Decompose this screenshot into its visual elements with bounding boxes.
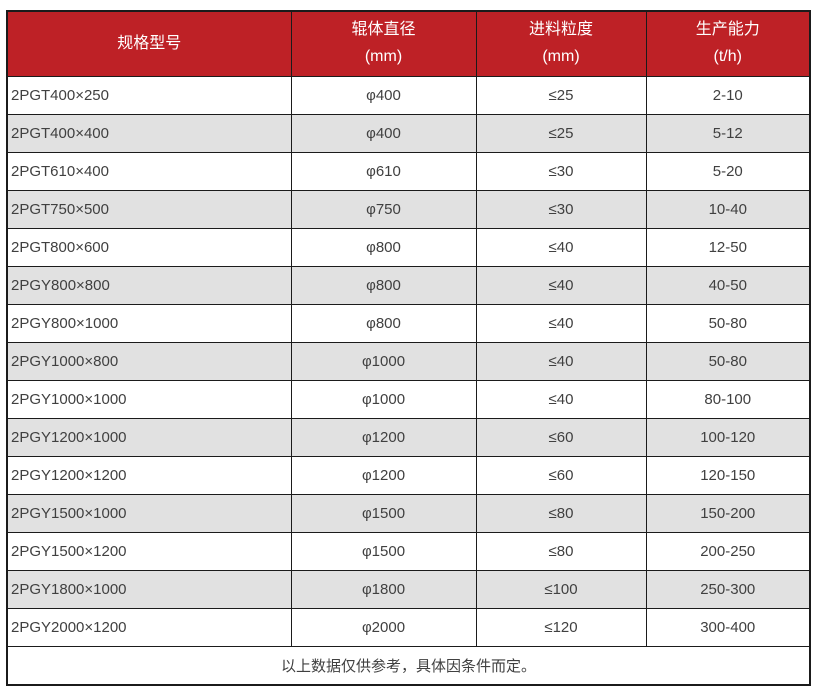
table-cell: 50-80 [645,341,811,381]
table-cell: ≤40 [475,341,647,381]
table-cell: φ1500 [290,493,477,533]
table-cell: 2PGY1800×1000 [6,569,292,609]
table-cell: φ1200 [290,455,477,495]
column-header-0: 规格型号 [6,10,292,77]
table-cell: φ800 [290,265,477,305]
table-cell: 2PGY800×1000 [6,303,292,343]
table-cell: 120-150 [645,455,811,495]
column-unit: (mm) [542,47,580,65]
table-cell: 40-50 [645,265,811,305]
column-title: 生产能力 [695,21,760,39]
table-row: 2PGT400×250 φ400 ≤25 2-10 [6,75,811,115]
footer-note: 以上数据仅供参考，具体因条件而定。 [6,645,811,686]
table-row: 2PGT400×400 φ400 ≤25 5-12 [6,113,811,153]
table-cell: 5-12 [645,113,811,153]
column-header-3: 生产能力 (t/h) [645,10,811,77]
table-cell: φ2000 [290,607,477,647]
table-cell: φ800 [290,303,477,343]
header-row: 规格型号 辊体直径 (mm) 进料粒度 (mm) 生产能力 (t/h) [6,10,811,77]
table-cell: ≤40 [475,265,647,305]
table-cell: ≤80 [475,531,647,571]
table-row: 2PGT610×400 φ610 ≤30 5-20 [6,151,811,191]
table-cell: φ1200 [290,417,477,457]
column-header-2: 进料粒度 (mm) [475,10,647,77]
table-cell: 100-120 [645,417,811,457]
column-unit: (mm) [364,47,403,65]
table-row: 2PGY1800×1000 φ1800 ≤100 250-300 [6,569,811,609]
table-cell: 2PGY1500×1000 [6,493,292,533]
table-row: 2PGY800×1000 φ800 ≤40 50-80 [6,303,811,343]
table-cell: 2PGT400×250 [6,75,292,115]
table-row: 2PGY1500×1200 φ1500 ≤80 200-250 [6,531,811,571]
table-cell: 50-80 [645,303,811,343]
table-row: 2PGY1200×1200 φ1200 ≤60 120-150 [6,455,811,495]
table-header: 规格型号 辊体直径 (mm) 进料粒度 (mm) 生产能力 (t/h) [6,10,811,77]
table-cell: ≤40 [475,227,647,267]
table-cell: 2PGY1000×1000 [6,379,292,419]
table-row: 2PGT800×600 φ800 ≤40 12-50 [6,227,811,267]
table-cell: 10-40 [645,189,811,229]
table-cell: 2-10 [645,75,811,115]
table-cell: ≤40 [475,303,647,343]
table-cell: φ800 [290,227,477,267]
table-cell: 12-50 [645,227,811,267]
table-cell: 2PGT750×500 [6,189,292,229]
table-cell: 2PGT610×400 [6,151,292,191]
table-cell: ≤25 [475,113,647,153]
table-row: 2PGY1500×1000 φ1500 ≤80 150-200 [6,493,811,533]
table-row: 2PGY800×800 φ800 ≤40 40-50 [6,265,811,305]
table-cell: φ1000 [290,341,477,381]
table-cell: ≤30 [475,189,647,229]
table-cell: 2PGY2000×1200 [6,607,292,647]
table-cell: ≤30 [475,151,647,191]
table-row: 2PGY1200×1000 φ1200 ≤60 100-120 [6,417,811,457]
table-cell: φ1800 [290,569,477,609]
table-cell: 5-20 [645,151,811,191]
table-cell: 300-400 [645,607,811,647]
table-cell: ≤80 [475,493,647,533]
table-cell: 2PGT800×600 [6,227,292,267]
table-cell: φ1500 [290,531,477,571]
spec-table: 规格型号 辊体直径 (mm) 进料粒度 (mm) 生产能力 (t/h) 2PGT400×25… [6,10,811,686]
table-cell: ≤100 [475,569,647,609]
table-cell: φ1000 [290,379,477,419]
table-body: 2PGT400×250 φ400 ≤25 2-10 2PGT400×400 φ400 ≤25… [6,75,811,647]
column-unit: (t/h) [713,47,742,65]
table-cell: 150-200 [645,493,811,533]
table-footer: 以上数据仅供参考，具体因条件而定。 [6,645,811,686]
table-cell: ≤40 [475,379,647,419]
table-cell: 2PGT400×400 [6,113,292,153]
table-cell: 2PGY1200×1000 [6,417,292,457]
table-row: 2PGY1000×800 φ1000 ≤40 50-80 [6,341,811,381]
column-title: 进料粒度 [528,21,593,39]
table-row: 2PGY1000×1000 φ1000 ≤40 80-100 [6,379,811,419]
table-cell: φ400 [290,75,477,115]
table-cell: φ750 [290,189,477,229]
table-row: 2PGT750×500 φ750 ≤30 10-40 [6,189,811,229]
table-cell: 2PGY1000×800 [6,341,292,381]
table-cell: 2PGY1500×1200 [6,531,292,571]
table-cell: 2PGY800×800 [6,265,292,305]
table-cell: ≤120 [475,607,647,647]
table-cell: ≤25 [475,75,647,115]
table-cell: 250-300 [645,569,811,609]
footer-row: 以上数据仅供参考，具体因条件而定。 [6,645,811,686]
table-cell: 2PGY1200×1200 [6,455,292,495]
table-cell: ≤60 [475,417,647,457]
column-title: 辊体直径 [351,21,416,39]
table-row: 2PGY2000×1200 φ2000 ≤120 300-400 [6,607,811,647]
table-cell: φ610 [290,151,477,191]
table-cell: 200-250 [645,531,811,571]
column-header-1: 辊体直径 (mm) [290,10,477,77]
table-cell: ≤60 [475,455,647,495]
table-cell: φ400 [290,113,477,153]
table-cell: 80-100 [645,379,811,419]
column-title: 规格型号 [117,34,182,52]
